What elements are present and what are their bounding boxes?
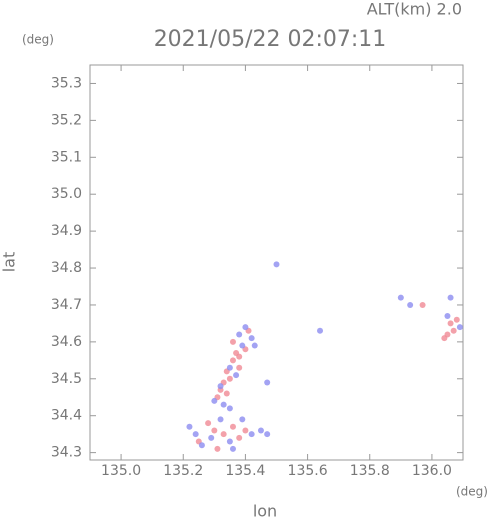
point	[447, 320, 454, 327]
subtitle: ALT(km) 2.0	[367, 0, 462, 19]
plot-frame	[89, 64, 464, 461]
point	[226, 364, 233, 371]
point	[239, 342, 246, 349]
point	[223, 390, 230, 397]
point	[419, 301, 426, 308]
x-tick-label: 135.0	[101, 463, 141, 479]
point	[233, 372, 240, 379]
point	[257, 427, 264, 434]
y-tick-label: 34.4	[51, 408, 82, 424]
point	[192, 431, 199, 438]
point	[251, 342, 258, 349]
point	[242, 427, 249, 434]
point	[456, 324, 463, 331]
point	[236, 364, 243, 371]
x-tick-label: 135.8	[350, 463, 390, 479]
point	[214, 445, 221, 452]
point	[407, 301, 414, 308]
point	[198, 442, 205, 449]
point	[229, 423, 236, 430]
y-tick-label: 34.7	[51, 297, 82, 313]
point	[211, 397, 218, 404]
y-tick-label: 35.2	[51, 112, 82, 128]
point	[264, 379, 271, 386]
point	[226, 438, 233, 445]
point	[450, 327, 457, 334]
x-axis-label: lon	[253, 502, 277, 521]
point	[317, 327, 324, 334]
y-tick-label: 34.5	[51, 371, 82, 387]
y-axis-label: lat	[0, 252, 19, 273]
y-unit: (deg)	[22, 33, 54, 47]
point	[236, 434, 243, 441]
point	[208, 434, 215, 441]
point	[226, 405, 233, 412]
y-tick-label: 35.0	[51, 186, 82, 202]
point	[186, 423, 193, 430]
point	[397, 294, 404, 301]
point	[248, 335, 255, 342]
chart-title: 2021/05/22 02:07:11	[154, 27, 387, 52]
y-tick-label: 34.6	[51, 334, 82, 350]
point	[229, 338, 236, 345]
point	[242, 324, 249, 331]
point	[236, 353, 243, 360]
y-tick-label: 35.3	[51, 75, 82, 91]
point	[217, 416, 224, 423]
point	[264, 431, 271, 438]
point	[205, 420, 212, 427]
point	[444, 313, 451, 320]
point	[226, 375, 233, 382]
point	[447, 294, 454, 301]
point	[248, 431, 255, 438]
point	[217, 383, 224, 390]
point	[229, 357, 236, 364]
point	[220, 431, 227, 438]
point	[236, 331, 243, 338]
point	[273, 261, 280, 268]
point	[239, 416, 246, 423]
y-tick-label: 34.9	[51, 223, 82, 239]
point	[453, 316, 460, 323]
x-tick-label: 135.2	[163, 463, 203, 479]
x-tick-label: 135.4	[225, 463, 265, 479]
point	[229, 445, 236, 452]
y-tick-label: 35.1	[51, 149, 82, 165]
x-unit: (deg)	[456, 485, 488, 499]
y-tick-label: 34.3	[51, 445, 82, 461]
x-tick-label: 136.0	[412, 463, 452, 479]
x-tick-label: 135.6	[288, 463, 328, 479]
y-tick-label: 34.8	[51, 260, 82, 276]
point	[441, 335, 448, 342]
point	[220, 401, 227, 408]
point	[211, 427, 218, 434]
